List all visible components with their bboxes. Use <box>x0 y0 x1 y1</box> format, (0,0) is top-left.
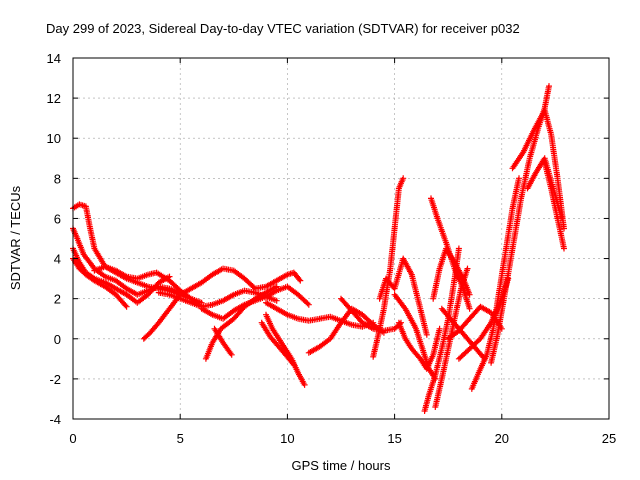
y-tick-label: 4 <box>54 252 61 267</box>
series-track-12 <box>263 312 308 388</box>
y-tick-label: -2 <box>49 372 61 387</box>
x-axis-label: GPS time / hours <box>292 458 391 473</box>
grid <box>73 58 609 419</box>
y-axis-label: SDTVAR / TECUs <box>8 185 23 290</box>
x-tick-label: 10 <box>280 431 294 446</box>
x-tick-label: 15 <box>387 431 401 446</box>
axis-ticks: 0 5 10 15 20 25 -4 -2 0 2 4 6 8 10 12 14 <box>47 51 617 446</box>
y-tick-label: 0 <box>54 332 61 347</box>
y-tick-label: 14 <box>47 51 61 66</box>
chart: Day 299 of 2023, Sidereal Day-to-day VTE… <box>0 0 640 480</box>
y-tick-label: 2 <box>54 292 61 307</box>
y-tick-label: -4 <box>49 412 61 427</box>
data-series <box>70 83 567 414</box>
series-track-18 <box>392 292 439 382</box>
series-track-2 <box>70 226 183 298</box>
series-track-27 <box>469 175 522 392</box>
x-tick-label: 5 <box>177 431 184 446</box>
plot-frame <box>73 58 609 419</box>
x-tick-label: 25 <box>602 431 616 446</box>
y-tick-label: 6 <box>54 211 61 226</box>
y-tick-label: 12 <box>47 91 61 106</box>
series-track-28 <box>488 83 552 366</box>
series-track-13 <box>259 320 297 368</box>
chart-title: Day 299 of 2023, Sidereal Day-to-day VTE… <box>46 21 520 36</box>
y-tick-label: 8 <box>54 171 61 186</box>
y-tick-label: 10 <box>47 131 61 146</box>
x-tick-label: 20 <box>495 431 509 446</box>
x-tick-label: 0 <box>69 431 76 446</box>
